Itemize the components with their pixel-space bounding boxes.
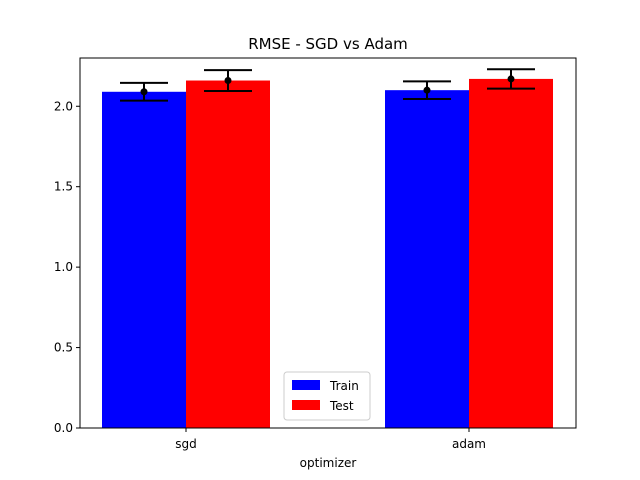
y-tick-label: 1.5	[54, 180, 73, 194]
x-tick-label: sgd	[175, 437, 197, 451]
bar-train-sgd	[102, 91, 186, 429]
x-axis: sgd adam	[175, 428, 486, 451]
x-tick-label: adam	[452, 437, 486, 451]
errorbar-train-sgd	[120, 81, 168, 102]
x-axis-label: optimizer	[300, 456, 357, 470]
errorbar-marker	[507, 75, 515, 83]
y-axis: 0.0 0.5 1.0 1.5 2.0	[54, 99, 80, 435]
errorbar-marker	[423, 86, 431, 94]
legend-label-test: Test	[329, 399, 354, 413]
chart-title: RMSE - SGD vs Adam	[248, 35, 408, 53]
errorbar-marker	[140, 88, 148, 96]
errorbar-train-adam	[403, 80, 451, 101]
errorbar-test-adam	[487, 68, 535, 90]
plot-area	[102, 68, 553, 429]
plot-frame	[79, 57, 577, 429]
legend: Train Test	[283, 371, 371, 421]
legend-swatch-train	[292, 380, 320, 390]
bar-test-adam	[469, 78, 553, 429]
y-tick-label: 2.0	[54, 99, 73, 113]
bar-train-adam	[385, 90, 469, 428]
bar-test-sgd	[186, 80, 270, 429]
y-tick-label: 0.5	[54, 341, 73, 355]
legend-swatch-test	[292, 400, 320, 410]
y-tick-label: 1.0	[54, 260, 73, 274]
errorbar-test-sgd	[204, 69, 252, 92]
y-tick-label: 0.0	[54, 421, 73, 435]
errorbar-marker	[224, 77, 232, 85]
legend-label-train: Train	[329, 379, 359, 393]
